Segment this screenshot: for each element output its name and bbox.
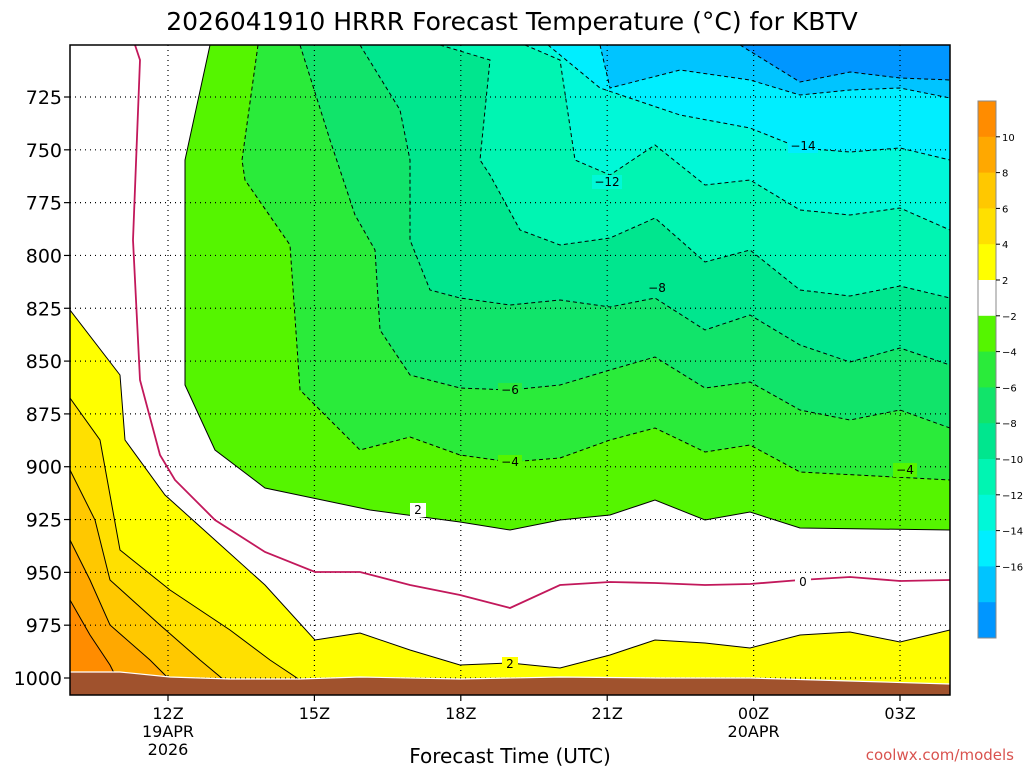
- y-tick-label: 925: [26, 510, 62, 532]
- band-fill: [740, 45, 950, 82]
- isotherm-line: [184, 45, 950, 531]
- colorbar-tick-label: 2: [1002, 276, 1008, 287]
- x-tick-label: 12Z: [152, 704, 183, 723]
- ground-edge: [70, 671, 950, 685]
- isotherm-line: [299, 45, 950, 429]
- x-tick-label: 18Z: [445, 704, 476, 723]
- isotherm-line: [739, 45, 950, 83]
- y-tick-label: 750: [26, 140, 62, 162]
- x-tick-label: 00Z: [738, 704, 769, 723]
- colorbar-swatch: [978, 602, 996, 639]
- y-tick-label: 800: [26, 245, 62, 267]
- colorbar-swatch: [978, 244, 996, 281]
- y-tick-label: 875: [26, 404, 62, 426]
- colorbar-swatch: [978, 459, 996, 496]
- colorbar-tick-label: −16: [1002, 562, 1023, 573]
- contour-label: 0: [799, 575, 807, 589]
- contour-label: 2: [506, 657, 514, 671]
- contour-labels: −14 −12 −8 −6 −4 −4 2 0 2: [410, 139, 917, 671]
- colorbar-swatch: [978, 351, 996, 388]
- isotherm-line: [599, 45, 950, 99]
- grid-lines: [70, 45, 950, 695]
- x-tick-label: 03Z: [884, 704, 915, 723]
- isotherm-line: [439, 45, 950, 299]
- y-tick-label: 1000: [14, 668, 62, 690]
- colorbar-tick-label: −14: [1002, 527, 1023, 538]
- ground-fill: [70, 672, 950, 695]
- x-tick-label: 15Z: [299, 704, 330, 723]
- x-axis-label: Forecast Time (UTC): [409, 744, 611, 768]
- colorbar-swatch: [978, 423, 996, 460]
- y-tick-label: 900: [26, 457, 62, 479]
- contour-label: −6: [501, 383, 519, 397]
- isotherm-line: [70, 309, 950, 669]
- colorbar: 10 8 6 4 2 −2 −4 −6 −8 −10 −12 −14 −16: [977, 100, 1023, 639]
- isotherm-lines-dashed: [241, 45, 950, 481]
- colorbar-tick-label: −6: [1002, 383, 1017, 394]
- y-tick-label: 775: [26, 193, 62, 215]
- isotherm-line: [70, 397, 321, 695]
- colorbar-tick-label: −10: [1002, 455, 1023, 466]
- chart-title: 2026041910 HRRR Forecast Temperature (°C…: [166, 7, 858, 36]
- y-axis: 725 750 775 800 825 850 875 900 925 950 975 1000: [14, 87, 70, 690]
- isotherm-line: [359, 45, 950, 366]
- isotherm-lines-solid: [70, 45, 950, 695]
- colorbar-tick-label: 8: [1002, 169, 1008, 180]
- colorbar-tick-label: −8: [1002, 419, 1017, 430]
- y-tick-label: 825: [26, 298, 62, 320]
- colorbar-tick-label: 6: [1002, 204, 1008, 215]
- band-fill: [70, 600, 125, 695]
- freezing-line-left: [132, 45, 950, 609]
- colorbar-swatch: [978, 566, 996, 603]
- colorbar-tick-label: 4: [1002, 240, 1008, 251]
- colorbar-swatch: [978, 101, 996, 138]
- contour-label: −12: [594, 175, 619, 189]
- colorbar-tick-label: −4: [1002, 348, 1017, 359]
- isotherm-line: [524, 45, 950, 231]
- contour-label: −14: [790, 139, 815, 153]
- isotherm-line: [241, 45, 950, 481]
- y-tick-label: 950: [26, 562, 62, 584]
- x-tick-label: 21Z: [592, 704, 623, 723]
- colorbar-tick-label: −2: [1002, 312, 1017, 323]
- contour-label: 2: [414, 503, 422, 517]
- plot-frame: [69, 44, 951, 696]
- colorbar-swatch: [978, 208, 996, 245]
- colorbar-swatch: [978, 280, 996, 317]
- colorbar-tick-label: 10: [1002, 133, 1015, 144]
- contour-label: −4: [501, 455, 519, 469]
- colorbar-swatch: [978, 315, 996, 352]
- y-tick-label: 850: [26, 351, 62, 373]
- contour-label: −4: [896, 463, 914, 477]
- colorbar-swatch: [978, 530, 996, 567]
- contour-label: −8: [648, 281, 666, 295]
- x-tick-sublabel: 2026: [148, 740, 189, 759]
- colorbar-swatch: [978, 494, 996, 531]
- y-tick-label: 725: [26, 87, 62, 109]
- colorbar-swatch: [978, 136, 996, 173]
- colorbar-tick-label: −12: [1002, 491, 1023, 502]
- x-tick-sublabel: 20APR: [728, 722, 780, 741]
- credit-text: coolwx.com/models: [866, 746, 1014, 764]
- colorbar-swatch: [978, 387, 996, 424]
- x-tick-sublabel: 19APR: [142, 722, 194, 741]
- y-tick-label: 975: [26, 615, 62, 637]
- colorbar-swatch: [978, 172, 996, 209]
- plot-area: [70, 45, 950, 695]
